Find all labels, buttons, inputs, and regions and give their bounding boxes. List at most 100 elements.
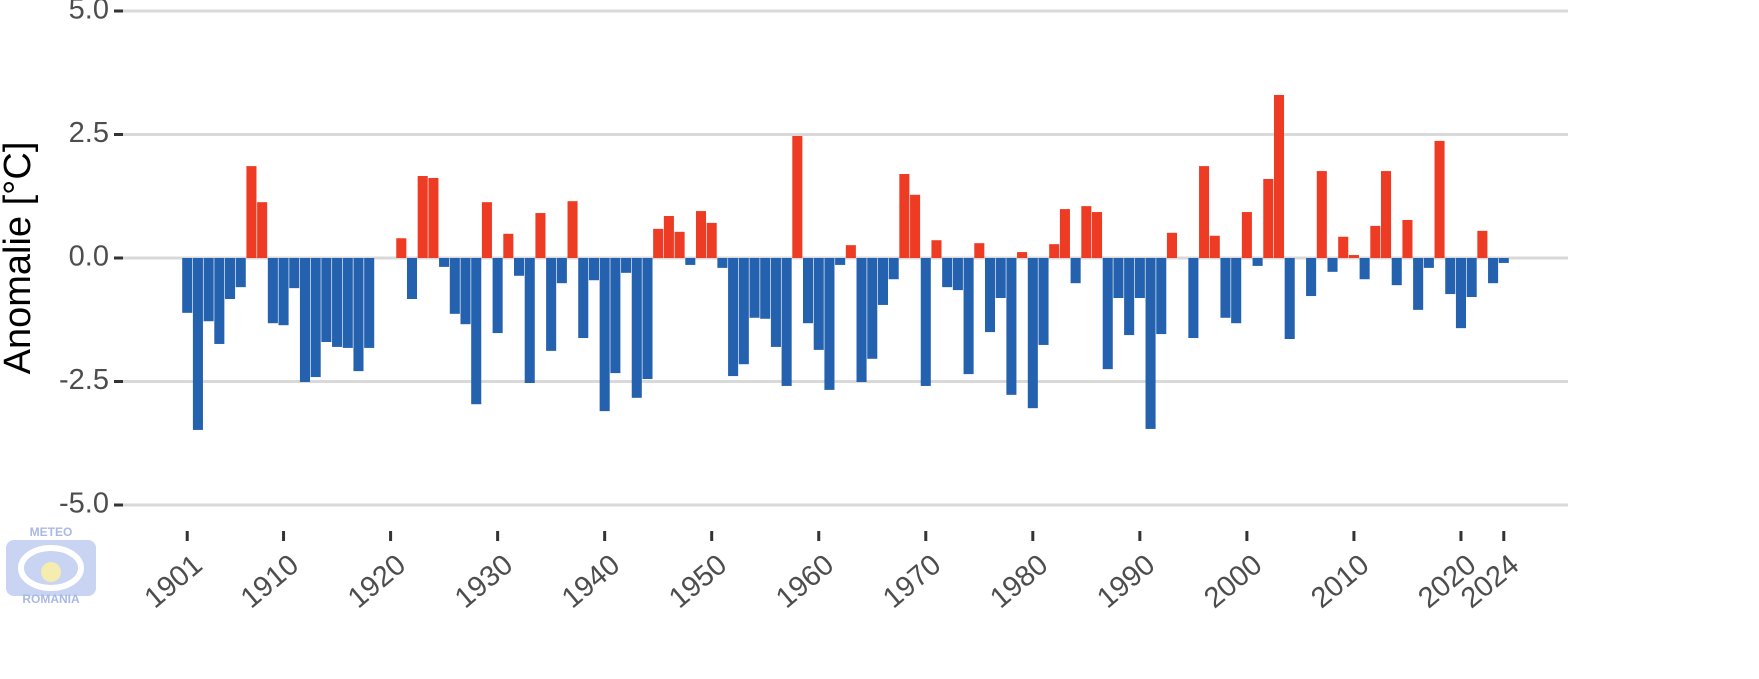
bar [770, 258, 781, 347]
bar [332, 258, 343, 347]
bar [910, 194, 921, 258]
bar [663, 216, 674, 258]
x-tick-label: 1960 [770, 549, 840, 615]
bar [1338, 236, 1349, 258]
bar [321, 258, 332, 342]
bar [1284, 258, 1295, 340]
bar [481, 202, 492, 258]
bar [353, 258, 364, 372]
x-tick-label: 1930 [449, 549, 519, 615]
x-tick-label: 1920 [342, 549, 412, 615]
bar [792, 135, 803, 258]
bar [631, 258, 642, 398]
bar [856, 258, 867, 382]
bar [1231, 258, 1242, 324]
bar [974, 243, 985, 258]
bar [225, 258, 236, 300]
bar [1017, 252, 1028, 258]
bar [1049, 244, 1060, 258]
bar [695, 211, 707, 258]
bar [1145, 258, 1156, 429]
bar [514, 258, 525, 276]
bar [1381, 171, 1392, 258]
bar [781, 258, 792, 386]
y-axis-title: Anomalie [°C] [0, 142, 39, 375]
bar [278, 258, 289, 326]
bar [1466, 258, 1477, 298]
bar [299, 258, 310, 382]
bar [471, 258, 482, 405]
bar [1209, 235, 1220, 258]
bar [1027, 258, 1038, 409]
bar [952, 258, 963, 291]
bar [599, 258, 610, 412]
bar [920, 258, 931, 386]
x-tick-label: 1950 [663, 549, 733, 615]
bar [653, 228, 664, 258]
bar [1252, 258, 1263, 266]
bar [546, 258, 557, 351]
bar [899, 174, 910, 258]
bar [984, 258, 996, 333]
bar [364, 258, 375, 348]
bar [803, 258, 814, 324]
bar [428, 177, 439, 258]
y-tick-label: 2.5 [69, 117, 109, 149]
bar [406, 258, 418, 300]
bar [417, 175, 428, 258]
bar [749, 258, 760, 318]
bar [1445, 258, 1456, 295]
bar [1455, 258, 1466, 329]
bar [942, 258, 953, 288]
y-tick-label: -5.0 [59, 488, 109, 520]
bar [342, 258, 353, 348]
bar [1081, 206, 1092, 258]
bar [246, 166, 257, 258]
bar [738, 258, 749, 365]
bar [1273, 94, 1285, 258]
bar [1092, 212, 1103, 258]
bar [1059, 209, 1070, 258]
y-tick-label: 5.0 [69, 0, 109, 26]
bar [1188, 258, 1199, 339]
bar [888, 258, 899, 280]
logo-text: METEO [30, 525, 73, 539]
bar [588, 258, 599, 281]
bar [1477, 230, 1488, 258]
bar [610, 258, 621, 374]
bar [674, 231, 685, 258]
bar [1241, 212, 1252, 258]
bar [1498, 258, 1509, 263]
x-tick-label: 1990 [1091, 549, 1161, 615]
bar [1391, 258, 1402, 286]
bar [182, 258, 193, 313]
bar [289, 258, 300, 289]
x-tick-label: 1970 [877, 549, 947, 615]
bar [824, 258, 835, 390]
bar [1402, 219, 1413, 258]
bar [1038, 258, 1049, 345]
x-tick-label: 1910 [235, 549, 305, 615]
bar [310, 258, 321, 378]
x-tick-label: 2000 [1198, 549, 1268, 615]
bar [1348, 255, 1359, 258]
bar [685, 258, 696, 265]
logo: METEO ROMANIA [6, 525, 96, 606]
bar [449, 258, 460, 314]
bar [1327, 258, 1338, 272]
bar [396, 238, 407, 258]
bar [813, 258, 824, 350]
bar [867, 258, 878, 359]
bar [439, 258, 450, 267]
x-tick-label: 1940 [556, 549, 626, 615]
bar [1316, 171, 1327, 258]
bar [1102, 258, 1113, 370]
bar [642, 258, 653, 380]
x-tick-label: 1901 [139, 549, 209, 615]
bar [524, 258, 535, 383]
x-tick-label: 1980 [984, 549, 1054, 615]
logo-sun [41, 562, 61, 582]
bar [760, 258, 771, 319]
bar [578, 258, 589, 339]
